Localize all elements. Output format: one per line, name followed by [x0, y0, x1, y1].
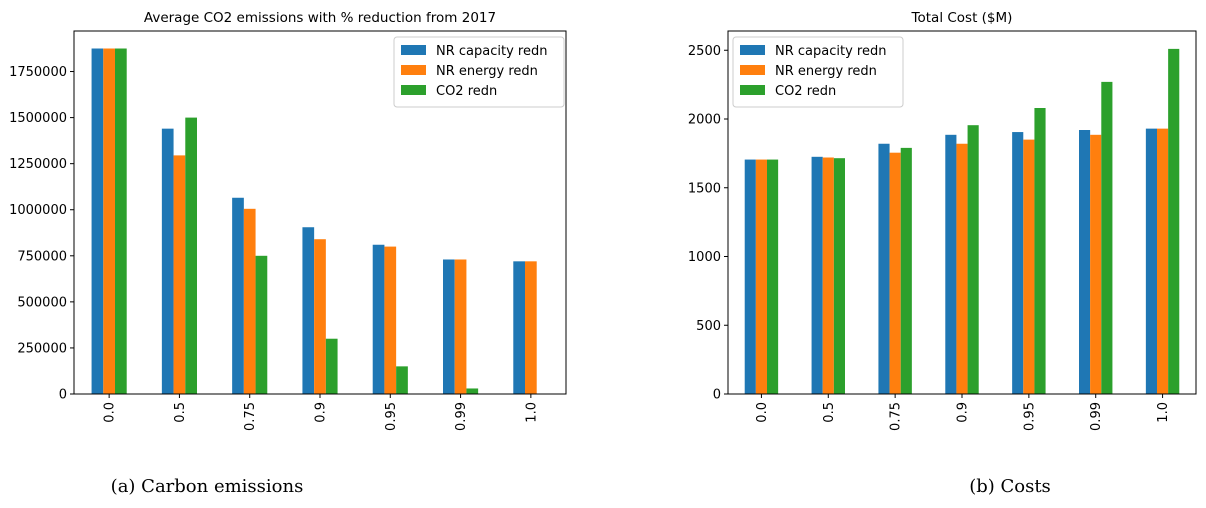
- bar-nr-capacity-redn-0.9: [302, 227, 315, 394]
- x-tick-label: 0.99: [1089, 402, 1104, 431]
- bar-nr-capacity-redn-0.5: [811, 156, 823, 394]
- x-tick-label: 1.0: [1156, 402, 1171, 423]
- bar-nr-energy-redn-0.95: [1023, 139, 1035, 394]
- x-tick-label: 0.75: [889, 402, 904, 431]
- y-tick-label: 0: [59, 388, 67, 403]
- chart-total-cost: Total Cost ($M) 0 500 1000 1500 2000 2500 0.0 0.…: [688, 10, 1197, 431]
- bar-nr-energy-redn-0.95: [384, 246, 397, 394]
- y-tick-label: 2000: [688, 113, 721, 128]
- x-tick-label: 0.95: [1022, 402, 1037, 431]
- y-tick-label: 1750000: [9, 65, 67, 80]
- y-tick-label: 250000: [17, 341, 67, 356]
- x-tick-label: 0.99: [454, 402, 469, 431]
- bar-co2-redn-0.9: [967, 125, 979, 394]
- bar-nr-capacity-redn-0.95: [1012, 132, 1024, 394]
- x-tick-label: 0.0: [755, 402, 770, 423]
- chart-title: Total Cost ($M): [911, 10, 1013, 26]
- bar-co2-redn-0.9: [325, 338, 338, 394]
- chart-co2-emissions: Average CO2 emissions with % reduction f…: [9, 10, 567, 431]
- bar-nr-energy-redn-0.99: [1090, 134, 1102, 394]
- x-tick-label: 0.5: [173, 402, 188, 423]
- y-tick-label: 1000000: [9, 203, 67, 218]
- bar-co2-redn-0.75: [255, 255, 268, 394]
- bar-nr-energy-redn-0.9: [314, 239, 326, 394]
- legend-swatch: [401, 85, 426, 95]
- y-tick-label: 2500: [688, 44, 721, 59]
- legend-label: NR energy redn: [775, 64, 877, 79]
- legend-box: [732, 36, 904, 108]
- x-tick-label: 0.9: [956, 402, 971, 423]
- bar-nr-energy-redn-0.0: [755, 159, 767, 394]
- bar-co2-redn-0.99: [466, 388, 479, 394]
- bar-co2-redn-0.95: [396, 366, 408, 394]
- y-tick-label: 1500: [688, 181, 721, 196]
- bar-nr-energy-redn-0.0: [103, 48, 115, 394]
- bar-co2-redn-0.99: [1101, 81, 1113, 395]
- legend: NR capacity redn NR energy redn CO2 redn: [732, 36, 904, 108]
- bar-nr-capacity-redn-0.99: [1079, 130, 1091, 394]
- bar-nr-capacity-redn-0.75: [878, 143, 890, 394]
- x-tick-label: 0.0: [103, 402, 118, 423]
- bar-nr-energy-redn-0.5: [822, 157, 834, 394]
- bar-co2-redn-1.0: [1168, 48, 1180, 395]
- x-tick-label: 0.5: [822, 402, 837, 423]
- legend-label: CO2 redn: [436, 84, 497, 99]
- x-tick-label: 0.75: [243, 402, 258, 431]
- legend-swatch: [740, 85, 765, 95]
- bar-nr-capacity-redn-1.0: [513, 261, 525, 394]
- bar-nr-capacity-redn-0.0: [744, 159, 756, 394]
- caption-costs: (b) Costs: [969, 476, 1051, 497]
- y-tick-label: 1500000: [9, 111, 67, 126]
- legend-swatch: [401, 65, 426, 75]
- bar-nr-capacity-redn-0.99: [443, 259, 455, 394]
- bar-nr-capacity-redn-0.0: [91, 48, 104, 394]
- y-tick-label: 0: [713, 388, 721, 403]
- bar-co2-redn-0.0: [767, 159, 779, 394]
- y-tick-label: 750000: [17, 249, 67, 264]
- y-tick-label: 1000: [688, 250, 721, 265]
- bar-nr-energy-redn-0.75: [243, 208, 256, 394]
- bar-co2-redn-0.5: [833, 158, 845, 394]
- bar-nr-energy-redn-0.99: [454, 259, 467, 394]
- legend-box: [393, 36, 565, 108]
- y-tick-label: 500000: [17, 295, 67, 310]
- bar-nr-capacity-redn-1.0: [1145, 128, 1157, 395]
- bar-nr-capacity-redn-0.9: [945, 134, 957, 394]
- bar-nr-energy-redn-0.5: [173, 155, 186, 394]
- legend-swatch: [740, 45, 765, 55]
- legend-label: NR capacity redn: [775, 44, 886, 59]
- x-tick-label: 0.9: [314, 402, 329, 423]
- bar-nr-energy-redn-0.75: [889, 152, 901, 394]
- legend-swatch: [740, 65, 765, 75]
- bar-co2-redn-0.5: [185, 117, 197, 394]
- bar-co2-redn-0.0: [115, 48, 127, 394]
- bar-nr-energy-redn-1.0: [1157, 128, 1169, 395]
- legend-label: NR capacity redn: [436, 44, 547, 59]
- legend-label: CO2 redn: [775, 84, 836, 99]
- bar-nr-capacity-redn-0.75: [232, 197, 244, 394]
- chart-title: Average CO2 emissions with % reduction f…: [144, 10, 496, 26]
- legend-swatch: [401, 45, 426, 55]
- y-tick-label: 500: [696, 319, 721, 334]
- bar-nr-energy-redn-1.0: [525, 261, 537, 394]
- caption-carbon-emissions: (a) Carbon emissions: [111, 476, 304, 497]
- bar-nr-capacity-redn-0.95: [372, 244, 385, 394]
- bar-co2-redn-0.95: [1034, 108, 1046, 394]
- legend-label: NR energy redn: [436, 64, 538, 79]
- bar-nr-capacity-redn-0.5: [161, 128, 174, 394]
- x-tick-label: 0.95: [384, 402, 399, 431]
- bar-co2-redn-0.75: [900, 147, 912, 394]
- y-tick-label: 1250000: [9, 157, 67, 172]
- x-tick-label: 1.0: [524, 402, 539, 423]
- legend: NR capacity redn NR energy redn CO2 redn: [393, 36, 565, 108]
- bar-nr-energy-redn-0.9: [956, 143, 968, 394]
